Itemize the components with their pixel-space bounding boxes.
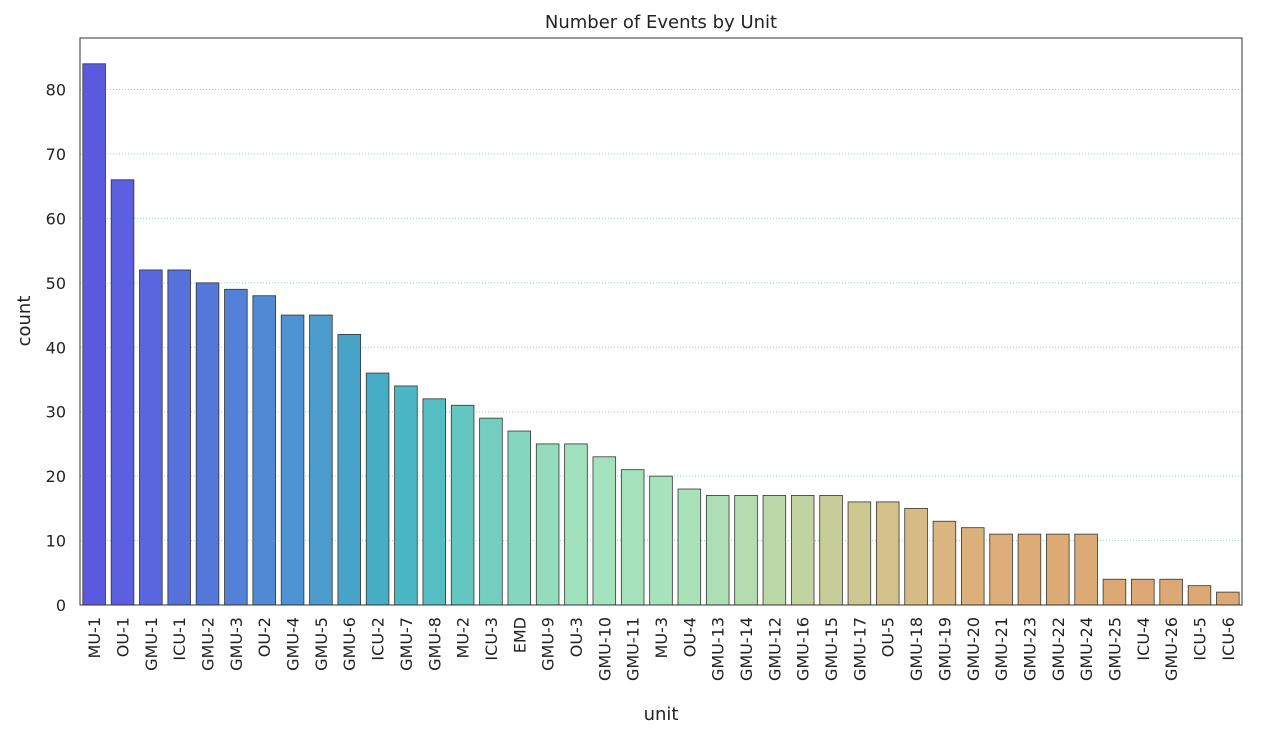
x-tick-label: GMU-20 xyxy=(964,617,983,681)
bar-mu-2 xyxy=(450,404,475,606)
x-tick-label: ICU-4 xyxy=(1134,617,1153,661)
bar-icu-3 xyxy=(479,417,503,606)
bar-gmu-16 xyxy=(790,495,815,606)
bar-gmu-8 xyxy=(422,398,447,606)
x-tick-label: OU-1 xyxy=(114,617,133,657)
x-tick-label: GMU-9 xyxy=(539,617,558,671)
y-tick-label: 10 xyxy=(46,532,66,551)
bar-gmu-22 xyxy=(1046,533,1070,606)
bar-gmu-1 xyxy=(139,269,163,606)
bar-icu-5 xyxy=(1187,585,1212,606)
bar-gmu-18 xyxy=(904,507,928,606)
bar-emd xyxy=(507,430,532,606)
x-tick-label: ICU-3 xyxy=(482,617,501,661)
x-tick-label: GMU-7 xyxy=(397,617,416,671)
x-tick-label: ICU-1 xyxy=(170,617,189,661)
bar-mu-3 xyxy=(649,475,673,606)
y-tick-labels: 0 10 20 30 40 50 60 70 80 xyxy=(46,81,66,615)
x-tick-label: GMU-23 xyxy=(1020,617,1039,681)
bar-ou-2 xyxy=(252,295,276,606)
x-tick-label: GMU-3 xyxy=(227,617,246,671)
x-tick-label: GMU-17 xyxy=(850,617,869,681)
x-tick-label: GMU-15 xyxy=(822,617,841,681)
bar-gmu-2 xyxy=(195,282,220,606)
x-tick-label: MU-3 xyxy=(652,617,671,658)
x-tick-label: MU-1 xyxy=(85,617,104,658)
x-tick-labels: MU-1 OU-1 GMU-1 ICU-1 GMU-2 GMU-3 OU-2 GMU-4 GMU… xyxy=(85,617,1238,681)
bar-icu-2 xyxy=(365,372,390,606)
bar-gmu-24 xyxy=(1074,533,1098,606)
x-tick-label: GMU-6 xyxy=(340,617,359,671)
x-tick-label: EMD xyxy=(510,617,529,653)
bar-gmu-26 xyxy=(1159,578,1183,606)
x-tick-label: GMU-10 xyxy=(595,617,614,681)
x-tick-label: GMU-1 xyxy=(142,617,161,671)
bar-gmu-21 xyxy=(989,533,1013,606)
bar-gmu-5 xyxy=(309,314,333,606)
bar-ou-1 xyxy=(110,179,135,606)
bar-gmu-3 xyxy=(224,288,248,606)
y-tick-label: 20 xyxy=(46,467,66,486)
x-tick-label: GMU-24 xyxy=(1077,617,1096,681)
y-axis-label: count xyxy=(14,296,35,347)
x-tick-label: GMU-4 xyxy=(284,617,303,671)
y-tick-label: 0 xyxy=(56,596,66,615)
bar-icu-4 xyxy=(1131,578,1155,606)
bar-gmu-14 xyxy=(734,495,758,606)
x-tick-label: GMU-5 xyxy=(312,617,331,671)
x-tick-label: GMU-8 xyxy=(425,617,444,671)
bar-gmu-4 xyxy=(280,314,305,606)
bar-gmu-19 xyxy=(932,520,957,606)
x-tick-label: ICU-5 xyxy=(1190,617,1209,661)
x-tick-label: GMU-19 xyxy=(935,617,954,681)
chart-title: Number of Events by Unit xyxy=(545,12,777,33)
x-tick-label: GMU-22 xyxy=(1049,617,1068,681)
x-tick-label: GMU-16 xyxy=(794,617,813,681)
bar-gmu-17 xyxy=(847,501,872,606)
y-tick-label: 50 xyxy=(46,274,66,293)
x-tick-label: GMU-14 xyxy=(737,617,756,681)
bar-gmu-23 xyxy=(1017,533,1042,606)
bar-ou-5 xyxy=(875,501,900,606)
bar-gmu-10 xyxy=(592,456,617,606)
y-tick-label: 30 xyxy=(46,403,66,422)
x-tick-label: GMU-26 xyxy=(1162,617,1181,681)
bar-gmu-9 xyxy=(535,443,560,606)
x-tick-label: ICU-2 xyxy=(369,617,388,661)
x-tick-label: OU-4 xyxy=(680,617,699,657)
bar-gmu-6 xyxy=(337,333,361,606)
bar-icu-1 xyxy=(167,269,191,606)
plot-frame xyxy=(79,37,1243,606)
x-tick-label: OU-2 xyxy=(255,617,274,657)
x-axis-label: unit xyxy=(644,704,679,725)
y-tick-label: 60 xyxy=(46,209,66,228)
bar-mu-1 xyxy=(82,63,106,606)
x-tick-label: GMU-18 xyxy=(907,617,926,681)
bar-gmu-25 xyxy=(1102,578,1127,606)
y-tick-label: 70 xyxy=(46,145,66,164)
y-tick-label: 40 xyxy=(46,338,66,357)
bar-ou-3 xyxy=(564,443,588,606)
y-tick-label: 80 xyxy=(46,81,66,100)
x-tick-label: GMU-25 xyxy=(1105,617,1124,681)
x-tick-label: GMU-12 xyxy=(765,617,784,681)
x-tick-label: GMU-21 xyxy=(992,617,1011,681)
bar-gmu-15 xyxy=(819,495,843,606)
bar-gmu-12 xyxy=(762,495,787,606)
x-tick-label: ICU-6 xyxy=(1219,617,1238,661)
x-tick-label: GMU-13 xyxy=(709,617,728,681)
bars xyxy=(82,63,1240,606)
x-tick-label: GMU-11 xyxy=(624,617,643,681)
x-tick-label: OU-3 xyxy=(567,617,586,657)
bar-icu-6 xyxy=(1216,591,1240,606)
bar-gmu-7 xyxy=(394,385,418,606)
bar-gmu-13 xyxy=(705,495,730,606)
x-tick-label: MU-2 xyxy=(454,617,473,658)
x-tick-label: OU-5 xyxy=(879,617,898,657)
bar-gmu-11 xyxy=(620,469,645,606)
bar-ou-4 xyxy=(677,488,702,606)
x-tick-label: GMU-2 xyxy=(199,617,218,671)
bar-gmu-20 xyxy=(961,527,985,606)
